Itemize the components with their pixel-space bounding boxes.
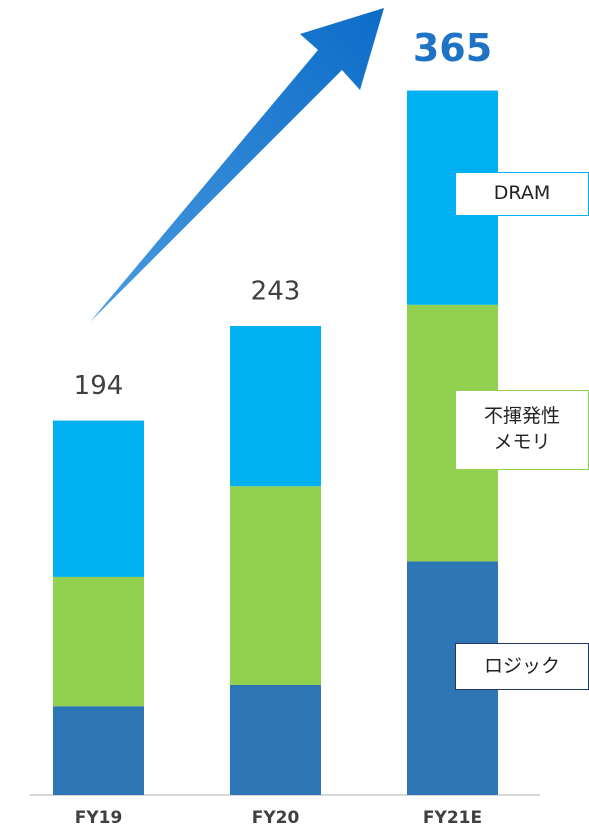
total-label: 243: [251, 277, 301, 307]
legend-text: ロジック: [483, 654, 560, 677]
bar-segment: [230, 486, 321, 685]
bar-segment: [230, 684, 321, 795]
x-tick-label: FY20: [252, 808, 300, 828]
legend-label: 不揮発性メモリ: [455, 390, 589, 470]
x-tick-label: FY19: [75, 808, 123, 828]
bar-segment: [53, 576, 144, 707]
bar-segment: [53, 420, 144, 577]
total-label: 194: [74, 371, 124, 401]
bar-segment: [230, 326, 321, 487]
legend-label: DRAM: [455, 172, 589, 216]
total-label: 365: [413, 26, 492, 70]
legend-text: DRAM: [493, 182, 551, 205]
legend-text: 不揮発性メモリ: [483, 405, 560, 453]
bar-segment: [53, 706, 144, 795]
legend-label: ロジック: [455, 643, 589, 690]
x-tick-label: FY21E: [423, 808, 482, 828]
growth-arrow: [90, 8, 384, 322]
